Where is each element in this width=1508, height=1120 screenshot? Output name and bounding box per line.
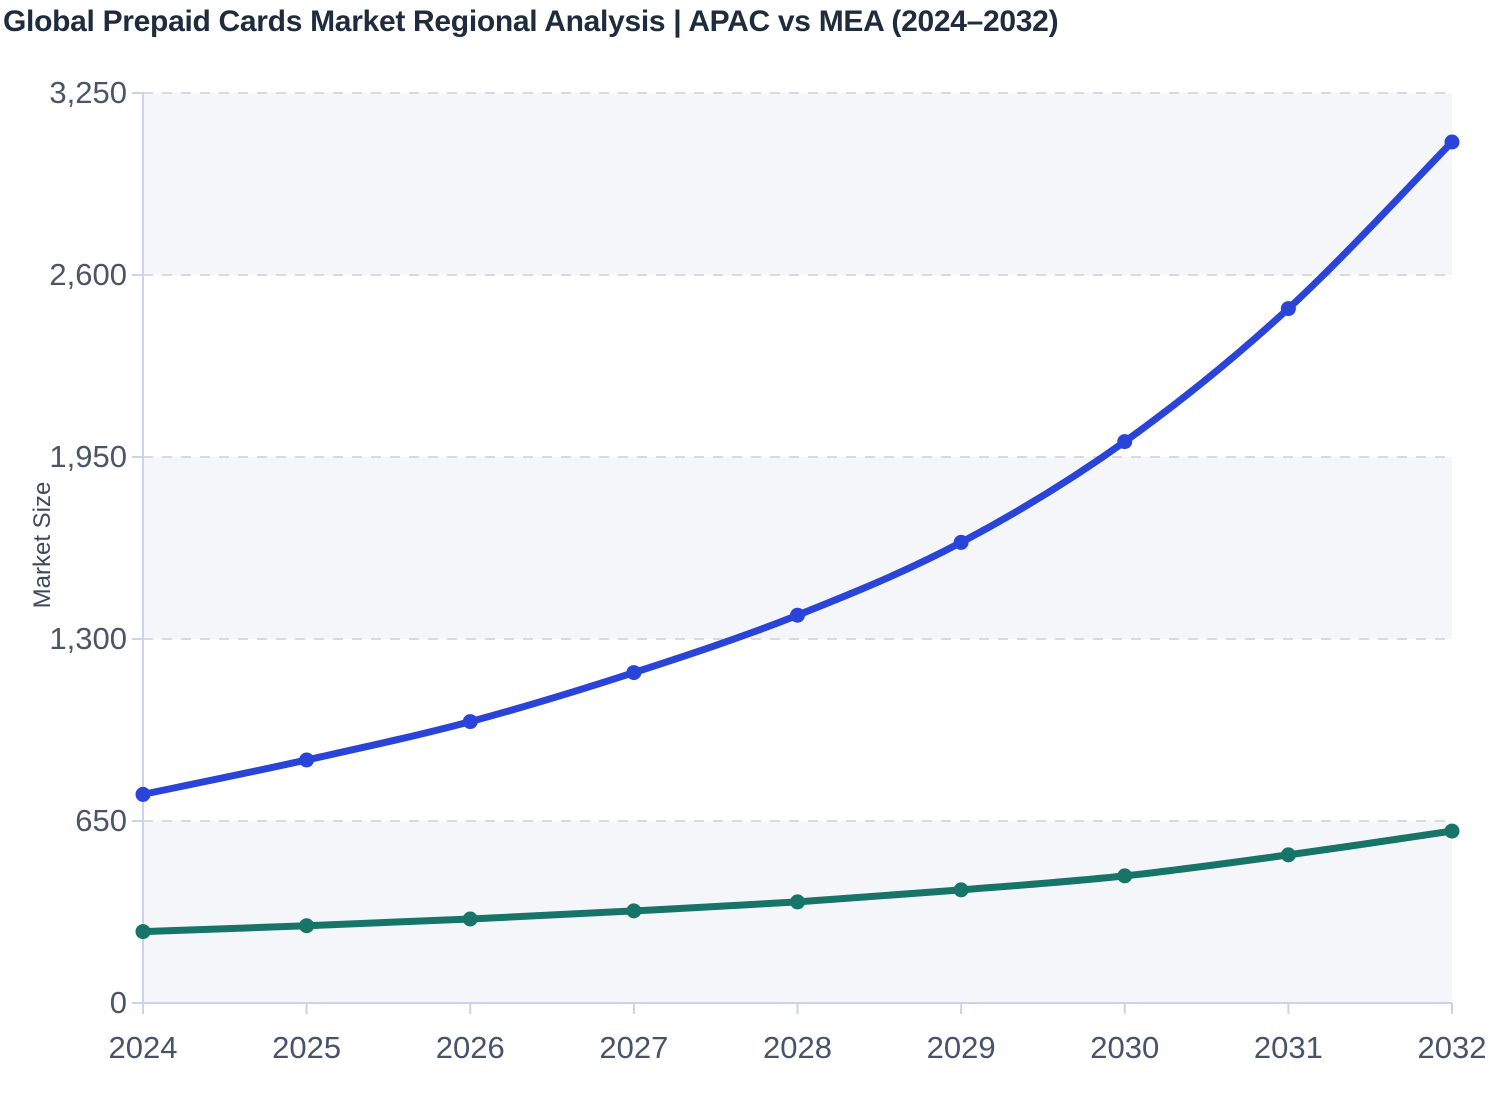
data-point-apac — [135, 786, 151, 802]
plot-band — [143, 93, 1452, 275]
x-tick-label: 2031 — [1253, 1030, 1323, 1065]
chart-title: Global Prepaid Cards Market Regional Ana… — [3, 5, 1059, 38]
data-point-mea — [462, 911, 478, 927]
x-tick-label: 2025 — [272, 1030, 342, 1065]
x-tick-label: 2024 — [108, 1030, 178, 1065]
y-tick-label: 0 — [109, 985, 127, 1020]
plot-band — [143, 821, 1452, 1003]
data-point-mea — [790, 894, 805, 910]
y-tick-label: 1,950 — [49, 439, 127, 474]
data-point-mea — [1117, 868, 1133, 884]
x-tick-label: 2032 — [1417, 1030, 1487, 1065]
y-tick-label: 650 — [75, 803, 127, 838]
data-point-apac — [1444, 134, 1460, 150]
data-point-apac — [626, 665, 642, 681]
data-point-apac — [953, 534, 969, 550]
data-point-mea — [1444, 823, 1460, 839]
data-point-apac — [462, 714, 478, 730]
x-tick-label: 2030 — [1090, 1030, 1160, 1065]
y-tick-label: 3,250 — [49, 75, 127, 110]
x-tick-label: 2029 — [926, 1030, 996, 1065]
data-point-mea — [299, 918, 315, 934]
data-point-mea — [1280, 847, 1296, 863]
y-tick-label: 2,600 — [49, 257, 127, 292]
x-tick-label: 2028 — [763, 1030, 832, 1065]
x-tick-label: 2026 — [435, 1030, 505, 1065]
y-tick-label: 1,300 — [49, 621, 127, 656]
data-point-apac — [1117, 434, 1133, 450]
data-point-mea — [626, 903, 642, 919]
series-line-apac — [139, 138, 1456, 798]
data-point-mea — [953, 882, 969, 898]
data-point-mea — [135, 924, 151, 940]
data-point-apac — [790, 607, 805, 623]
data-point-apac — [299, 752, 315, 768]
data-point-apac — [1280, 301, 1296, 317]
x-tick-label: 2027 — [599, 1030, 669, 1065]
